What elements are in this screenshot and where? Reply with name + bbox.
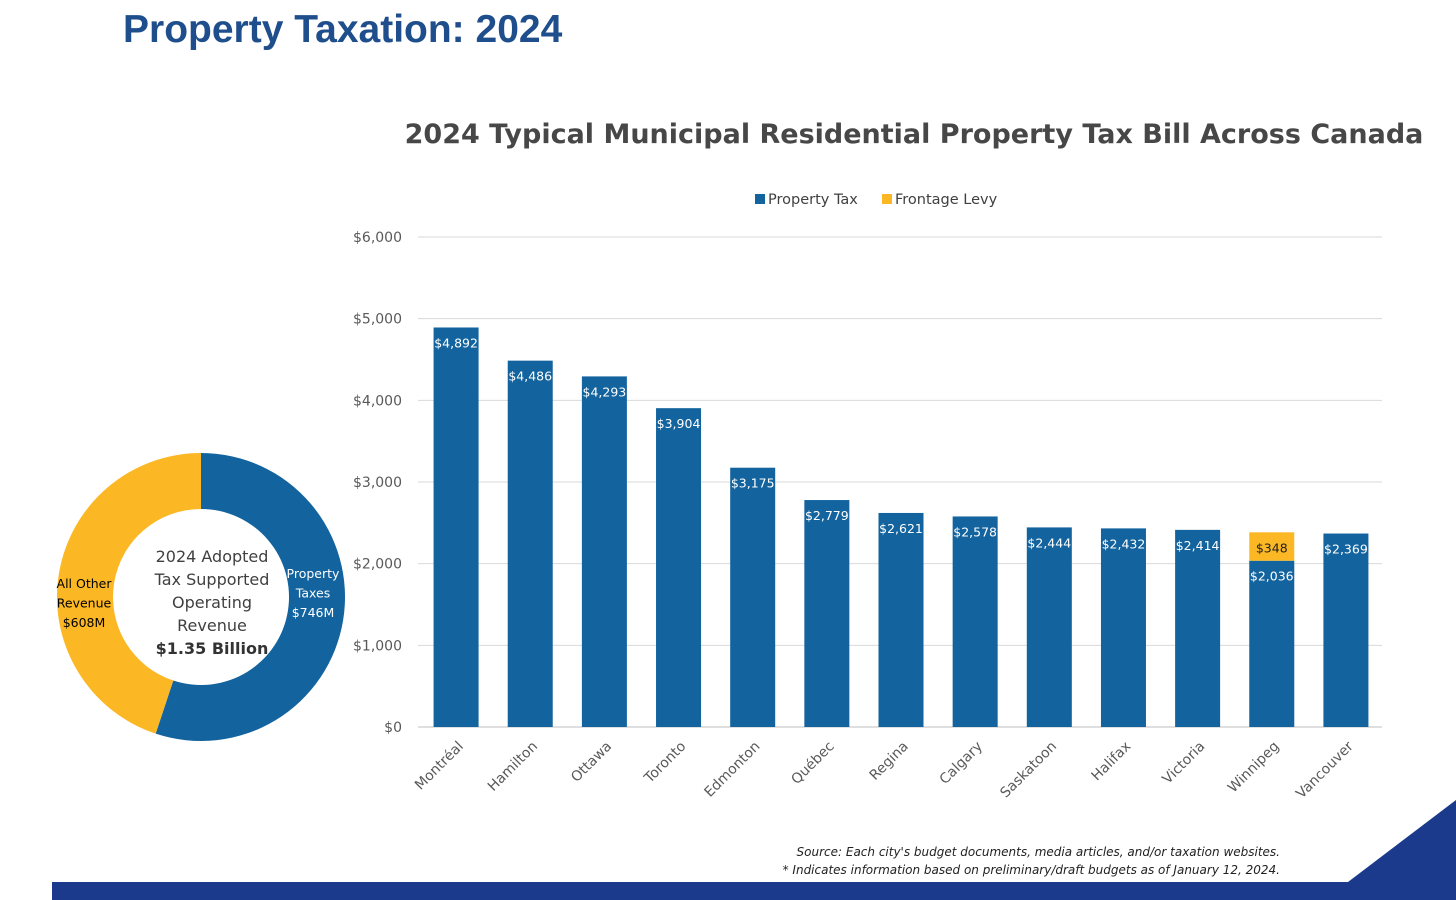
x-tick-label: Montréal bbox=[412, 739, 467, 794]
bar-property-tax bbox=[1175, 529, 1221, 727]
bar-property-tax bbox=[952, 516, 998, 727]
bottom-accent-bar bbox=[52, 882, 1456, 900]
x-tick-label: Québec bbox=[788, 739, 837, 788]
chart-title: 2024 Typical Municipal Residential Prope… bbox=[405, 119, 1424, 150]
bar-property-tax bbox=[656, 408, 702, 727]
bar-data-label: $2,779 bbox=[805, 508, 849, 523]
donut-slice-property-taxes bbox=[155, 453, 345, 742]
bar-data-label: $4,892 bbox=[434, 335, 478, 350]
bar-property-tax bbox=[804, 500, 850, 727]
bar-data-label: $2,432 bbox=[1102, 536, 1146, 551]
x-tick-label: Saskatoon bbox=[997, 739, 1060, 802]
bar-data-label: $2,444 bbox=[1027, 535, 1071, 550]
y-tick-label: $6,000 bbox=[353, 230, 402, 246]
x-tick-label: Edmonton bbox=[701, 739, 763, 801]
donut-center-label: 2024 Adopted Tax Supported Operating Revenu… bbox=[154, 547, 270, 658]
bar-data-label: $3,175 bbox=[731, 476, 775, 491]
bar-data-label: $2,369 bbox=[1324, 542, 1368, 557]
bar-property-tax bbox=[730, 467, 776, 727]
legend-label-frontage-levy: Frontage Levy bbox=[895, 192, 998, 208]
bar-data-label: $2,621 bbox=[879, 521, 923, 536]
bar-data-label: $4,486 bbox=[508, 369, 552, 384]
legend-swatch-property-tax bbox=[755, 194, 765, 204]
x-tick-label: Toronto bbox=[641, 739, 690, 788]
x-tick-label: Halifax bbox=[1089, 739, 1135, 785]
bar-frontage-levy bbox=[1249, 532, 1295, 561]
donut-center-total: $1.35 Billion bbox=[156, 639, 269, 658]
bar-data-label: $2,578 bbox=[953, 524, 997, 539]
bar-data-label: $2,414 bbox=[1176, 538, 1220, 553]
y-tick-label: $4,000 bbox=[353, 393, 402, 409]
y-tick-label: $0 bbox=[384, 720, 402, 736]
y-tick-label: $5,000 bbox=[353, 312, 402, 328]
donut-slice-other-revenue bbox=[56, 453, 201, 734]
bar-property-tax bbox=[507, 360, 553, 727]
bar-property-tax bbox=[433, 327, 479, 727]
x-tick-label: Regina bbox=[867, 739, 912, 784]
bar-property-tax bbox=[581, 376, 627, 727]
draft-note-text: * Indicates information based on prelimi… bbox=[782, 863, 1280, 877]
x-tick-label: Ottawa bbox=[568, 739, 615, 786]
bar-data-label: $3,904 bbox=[657, 416, 701, 431]
y-tick-label: $3,000 bbox=[353, 475, 402, 491]
bar-property-tax bbox=[1026, 527, 1072, 727]
x-tick-label: Winnipeg bbox=[1225, 739, 1283, 797]
x-tick-label: Hamilton bbox=[485, 739, 541, 795]
legend-swatch-frontage-levy bbox=[882, 194, 892, 204]
donut-label-other-revenue: All Other Revenue $608M bbox=[57, 576, 113, 630]
bar-property-tax bbox=[1323, 533, 1369, 727]
bar-property-tax bbox=[1249, 560, 1295, 727]
donut-label-property-taxes: Property Taxes $746M bbox=[287, 566, 340, 620]
x-tick-label: Victoria bbox=[1160, 739, 1209, 788]
x-tick-label: Calgary bbox=[937, 739, 986, 788]
bar-property-tax bbox=[1100, 528, 1146, 727]
page-title: Property Taxation: 2024 bbox=[123, 8, 563, 51]
corner-decoration bbox=[1348, 800, 1456, 882]
legend-label-property-tax: Property Tax bbox=[768, 192, 858, 208]
bar-data-label: $2,036 bbox=[1250, 569, 1294, 584]
source-text: Source: Each city's budget documents, me… bbox=[796, 845, 1280, 859]
source-note: Source: Each city's budget documents, me… bbox=[783, 843, 1280, 879]
y-tick-label: $2,000 bbox=[353, 557, 402, 573]
x-tick-label: Vancouver bbox=[1293, 738, 1357, 802]
bar-data-label: $348 bbox=[1256, 540, 1288, 555]
bar-property-tax bbox=[878, 512, 924, 727]
bar-data-label: $4,293 bbox=[583, 384, 627, 399]
y-tick-label: $1,000 bbox=[353, 638, 402, 654]
